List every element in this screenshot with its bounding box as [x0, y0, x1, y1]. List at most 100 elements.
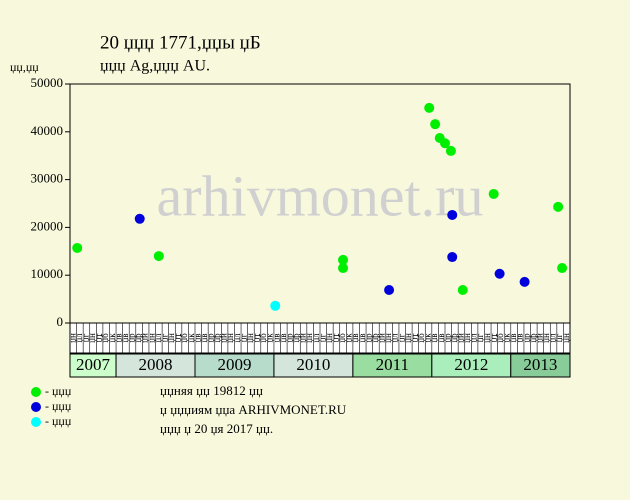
x-tick-label: џк: [186, 333, 196, 343]
x-tick-label: џг: [81, 333, 91, 342]
x-tick-label: џл: [74, 333, 84, 343]
x-tick-label: џг: [396, 333, 406, 342]
y-tick-label: 20000: [31, 218, 64, 233]
point: [134, 213, 145, 224]
year-label: 2011: [376, 355, 409, 374]
year-label: 2008: [139, 355, 173, 374]
legend-marker: [31, 417, 41, 427]
x-tick-label: џг: [475, 333, 485, 342]
x-tick-label: џл: [232, 333, 242, 343]
x-tick-label: џн: [87, 333, 97, 343]
x-tick-label: џн: [541, 333, 551, 343]
x-tick-label: џй: [298, 333, 308, 343]
x-tick-label: џт: [331, 334, 341, 343]
x-tick-label: џб: [495, 333, 505, 343]
x-tick-label: џг: [159, 333, 169, 342]
x-tick-label: џр: [449, 333, 459, 343]
y-tick-label: 10000: [31, 266, 64, 281]
x-tick-label: џв: [192, 333, 202, 342]
point: [445, 145, 456, 156]
x-tick-label: џр: [370, 333, 380, 343]
x-tick-label: џр: [133, 333, 143, 343]
note: џџняя џџ 19812 џџ: [160, 383, 263, 398]
y-tick-label: 50000: [31, 75, 64, 90]
x-tick-label: џн: [166, 333, 176, 343]
x-tick-label: џр: [284, 333, 294, 343]
point: [153, 251, 164, 262]
x-tick-label: џт: [488, 334, 498, 343]
x-tick-label: џр: [521, 333, 531, 343]
point: [457, 285, 468, 296]
x-tick-label: џв: [350, 333, 360, 342]
point: [447, 209, 458, 220]
x-tick-label: џг: [238, 333, 248, 342]
x-tick-label: џн: [462, 333, 472, 343]
x-tick-label: џв: [357, 333, 367, 342]
x-tick-label: џб: [179, 333, 189, 343]
point: [338, 263, 349, 274]
x-tick-label: џн: [146, 333, 156, 343]
point: [557, 263, 568, 274]
x-tick-label: џк: [107, 333, 117, 343]
x-tick-label: џв: [199, 333, 209, 342]
y-tick-label: 0: [57, 314, 64, 329]
x-tick-label: џр: [363, 333, 373, 343]
point: [384, 285, 395, 296]
point: [424, 102, 435, 113]
watermark: arhivmonet.ru: [157, 163, 484, 228]
x-tick-label: џт: [409, 334, 419, 343]
legend-marker: [31, 387, 41, 397]
x-tick-label: џр: [442, 333, 452, 343]
year-label: 2013: [523, 355, 557, 374]
x-tick-label: џн: [225, 333, 235, 343]
x-tick-label: џл: [469, 333, 479, 343]
x-tick-label: џн: [304, 333, 314, 343]
x-tick-label: џт: [173, 334, 183, 343]
y-tick-label: 30000: [31, 171, 64, 186]
x-tick-label: џй: [534, 333, 544, 343]
x-tick-label: џб: [258, 333, 268, 343]
x-tick-label: џб: [100, 333, 110, 343]
point: [447, 252, 458, 263]
x-tick-label: џн: [67, 333, 77, 343]
x-tick-label: џй: [377, 333, 387, 343]
x-tick-label: џв: [278, 333, 288, 342]
point: [270, 300, 281, 311]
point: [338, 254, 349, 265]
x-tick-label: џн: [403, 333, 413, 343]
x-tick-label: џб: [416, 333, 426, 343]
year-label: 2012: [454, 355, 488, 374]
x-tick-label: џр: [127, 333, 137, 343]
y-axis-label: џџ,џџ: [10, 60, 39, 74]
point: [440, 138, 450, 149]
x-tick-label: џг: [554, 333, 564, 342]
x-tick-label: џв: [508, 333, 518, 342]
x-tick-label: џт: [94, 334, 104, 343]
x-tick-label: џл: [390, 333, 400, 343]
point: [519, 276, 530, 287]
x-tick-label: џк: [423, 333, 433, 343]
note: џ џџџиям џџа ARHIVMONET.RU: [160, 402, 347, 417]
x-tick-label: џв: [113, 333, 123, 342]
x-tick-label: џр: [212, 333, 222, 343]
x-tick-label: џл: [548, 333, 558, 343]
x-tick-label: џт: [252, 334, 262, 343]
x-tick-label: џн: [561, 333, 571, 343]
x-tick-label: џр: [206, 333, 216, 343]
x-tick-label: џк: [344, 333, 354, 343]
year-band: [510, 353, 571, 378]
x-tick-label: џв: [436, 333, 446, 342]
x-tick-label: џй: [219, 333, 229, 343]
x-tick-label: џв: [515, 333, 525, 342]
x-tick-label: џв: [271, 333, 281, 342]
x-tick-label: џр: [291, 333, 301, 343]
chart-title: 20 џџџ 1771,џџы џБ: [100, 32, 261, 53]
year-label: 2007: [76, 355, 111, 374]
legend-label: - џџџ: [45, 414, 72, 428]
x-tick-label: џл: [311, 333, 321, 343]
x-tick-label: џн: [383, 333, 393, 343]
y-tick-label: 40000: [31, 123, 64, 138]
x-tick-label: џв: [429, 333, 439, 342]
